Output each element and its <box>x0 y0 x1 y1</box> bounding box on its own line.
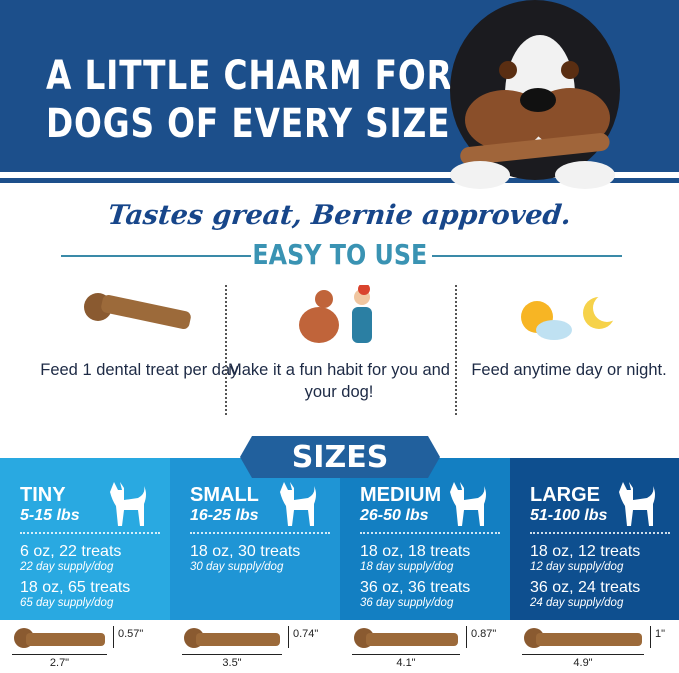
supply-note: 65 day supply/dog <box>20 597 114 609</box>
treat-height: 0.57" <box>113 626 143 648</box>
pack-size: 18 oz, 30 treats <box>190 543 301 560</box>
headline: A LITTLE CHARM FOR DOGS OF EVERY SIZE <box>46 52 453 148</box>
dental-treat-icon <box>14 628 105 648</box>
size-column-medium: MEDIUM 26-50 lbs 18 oz, 18 treats 18 day su… <box>340 458 510 620</box>
dog-silhouette-icon <box>110 482 146 526</box>
treat-length: 4.9" <box>522 654 644 669</box>
easy-item-text: Make it a fun habit for you and your dog… <box>228 361 450 401</box>
size-column-large: LARGE 51-100 lbs 18 oz, 12 treats 12 day su… <box>510 458 679 620</box>
easy-item-text: Feed anytime day or night. <box>471 361 667 379</box>
dog-silhouette-icon <box>280 482 316 526</box>
treat-dimensions: 0.87" 4.1" <box>352 622 522 673</box>
pack-size: 6 oz, 22 treats <box>20 543 122 560</box>
easy-item-text: Feed 1 dental treat per day. <box>40 361 242 379</box>
divider <box>61 255 251 257</box>
supply-note: 12 day supply/dog <box>530 561 624 573</box>
sun-moon-icon <box>521 294 621 340</box>
dental-treat-icon <box>184 628 280 648</box>
treat-dimensions: 0.57" 2.7" <box>12 622 182 673</box>
dental-treat-icon <box>84 293 191 330</box>
pack-size: 18 oz, 65 treats <box>20 579 131 596</box>
dog-high-five-icon <box>299 285 372 343</box>
weight-range: 5-15 lbs <box>20 507 80 524</box>
tagline: Tastes great, Bernie approved. <box>106 200 573 231</box>
dental-treat-icon <box>354 628 458 648</box>
treat-dimensions: 0.74" 3.5" <box>182 622 352 673</box>
pack-size: 36 oz, 36 treats <box>360 579 471 596</box>
dog-silhouette-icon <box>450 482 486 526</box>
pack-size: 36 oz, 24 treats <box>530 579 641 596</box>
divider <box>0 172 679 178</box>
divider <box>360 532 500 534</box>
weight-range: 26-50 lbs <box>360 507 429 524</box>
divider <box>225 285 227 415</box>
divider <box>0 178 679 183</box>
easy-item: Make it a fun habit for you and your dog… <box>226 285 452 403</box>
dog-silhouette-icon <box>619 482 655 526</box>
easy-item: Feed 1 dental treat per day. <box>28 285 254 381</box>
dental-treat-icon <box>524 628 642 648</box>
supply-note: 18 day supply/dog <box>360 561 454 573</box>
size-name: MEDIUM <box>360 484 442 506</box>
treat-length: 4.1" <box>352 654 460 669</box>
treat-dimensions: 1" 4.9" <box>522 622 679 673</box>
treat-length: 3.5" <box>182 654 282 669</box>
divider <box>20 532 160 534</box>
supply-note: 22 day supply/dog <box>20 561 114 573</box>
divider <box>530 532 670 534</box>
supply-note: 30 day supply/dog <box>190 561 284 573</box>
divider <box>190 532 330 534</box>
easy-item: Feed anytime day or night. <box>456 285 679 381</box>
treat-height: 0.74" <box>288 626 318 648</box>
treat-height: 1" <box>650 626 665 648</box>
headline-line: DOGS OF EVERY SIZE <box>46 101 451 147</box>
divider <box>455 285 457 415</box>
treat-length: 2.7" <box>12 654 107 669</box>
bernese-dog-illustration <box>450 0 620 189</box>
weight-range: 51-100 lbs <box>530 507 608 524</box>
divider <box>432 255 622 257</box>
size-column-tiny: TINY 5-15 lbs 6 oz, 22 treats 22 day supply… <box>0 458 170 620</box>
size-column-small: SMALL 16-25 lbs 18 oz, 30 treats 30 day sup… <box>170 458 340 620</box>
pack-size: 18 oz, 18 treats <box>360 543 471 560</box>
size-name: TINY <box>20 484 66 506</box>
size-name: LARGE <box>530 484 600 506</box>
supply-note: 36 day supply/dog <box>360 597 454 609</box>
treat-height: 0.87" <box>466 626 496 648</box>
headline-line: A LITTLE CHARM FOR <box>46 53 453 99</box>
weight-range: 16-25 lbs <box>190 507 259 524</box>
size-name: SMALL <box>190 484 259 506</box>
easy-to-use-heading: EASY TO USE <box>0 238 679 271</box>
easy-title: EASY TO USE <box>252 238 427 271</box>
supply-note: 24 day supply/dog <box>530 597 624 609</box>
pack-size: 18 oz, 12 treats <box>530 543 641 560</box>
sizes-heading: SIZES <box>240 436 440 478</box>
